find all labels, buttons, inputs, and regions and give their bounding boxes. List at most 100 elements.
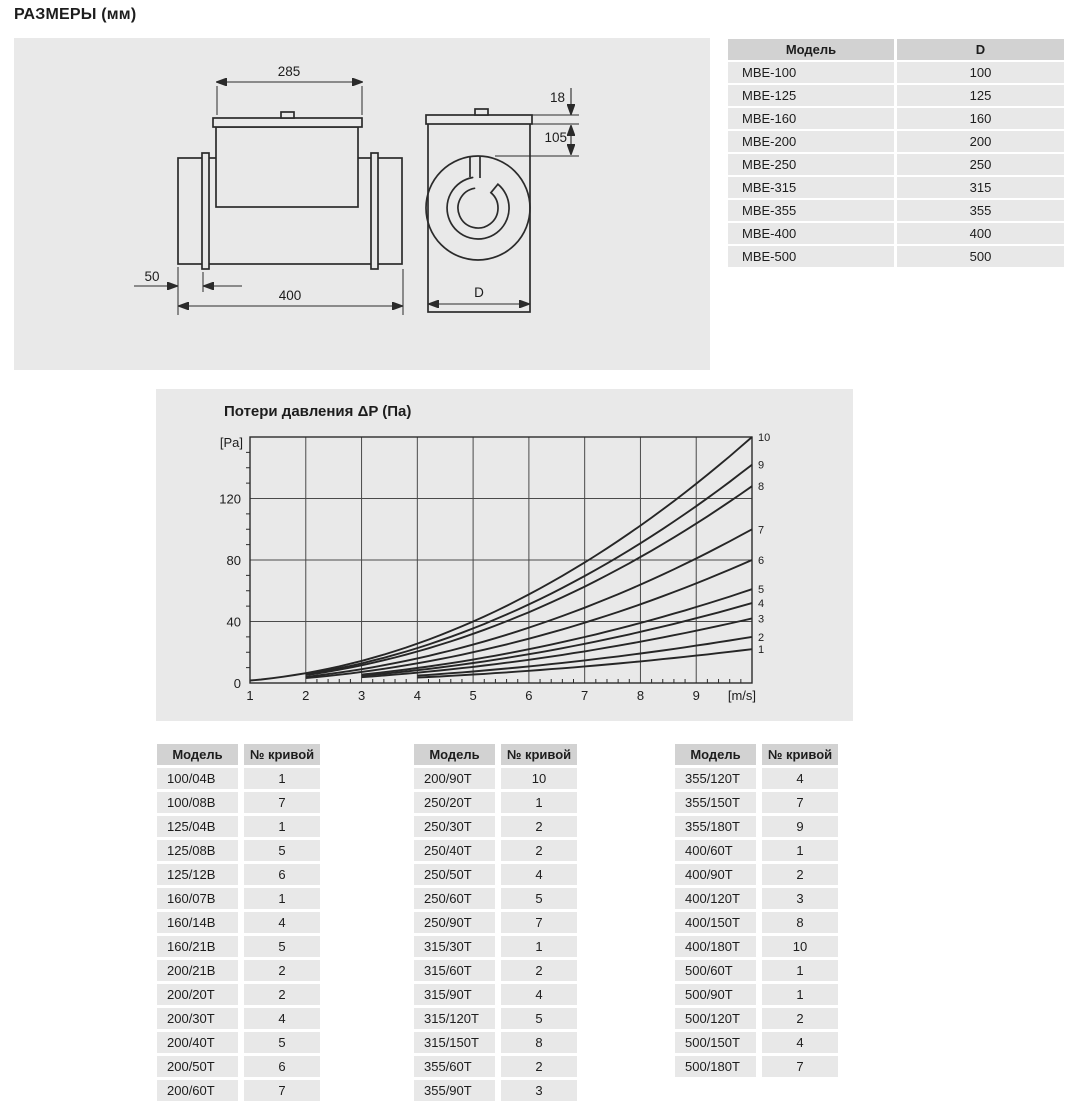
table-row: 100/04B 1 bbox=[157, 768, 320, 789]
model-cell: 355/180T bbox=[675, 816, 756, 837]
table-row: 400/180T 10 bbox=[675, 936, 838, 957]
table-row: 200/50T 6 bbox=[157, 1056, 320, 1077]
value-cell: 400 bbox=[897, 223, 1064, 244]
table-row: 125/12B 6 bbox=[157, 864, 320, 885]
dimension-drawing: 285 50 400 18 105 bbox=[134, 64, 579, 315]
front-body bbox=[427, 122, 531, 313]
curve-3 bbox=[361, 617, 753, 679]
table-row: 315/150T 8 bbox=[414, 1032, 577, 1053]
model-cell: 315/60T bbox=[414, 960, 495, 981]
model-cell: 315/30T bbox=[414, 936, 495, 957]
value-cell: 5 bbox=[244, 936, 320, 957]
heating-element bbox=[446, 176, 510, 240]
table-row: MBE-100 100 bbox=[728, 62, 1064, 83]
table-row: MBE-250 250 bbox=[728, 154, 1064, 175]
value-cell: 6 bbox=[244, 1056, 320, 1077]
model-cell: 200/30T bbox=[157, 1008, 238, 1029]
curve-10 bbox=[249, 436, 753, 682]
value-cell: 1 bbox=[762, 840, 838, 861]
value-cell: 1 bbox=[762, 984, 838, 1005]
table-row: 315/30T 1 bbox=[414, 936, 577, 957]
table-row: 200/90T 10 bbox=[414, 768, 577, 789]
model-cell: 100/08B bbox=[157, 792, 238, 813]
model-cell: 355/150T bbox=[675, 792, 756, 813]
value-cell: 200 bbox=[897, 131, 1064, 152]
x-tick-label: 5 bbox=[469, 688, 476, 703]
value-cell: 2 bbox=[762, 1008, 838, 1029]
dim-50: 50 bbox=[144, 269, 159, 284]
y-tick-label: 0 bbox=[234, 676, 241, 691]
model-cell: 250/40T bbox=[414, 840, 495, 861]
model-cell: MBE-500 bbox=[728, 246, 894, 267]
model-cell: MBE-355 bbox=[728, 200, 894, 221]
table-row: 355/120T 4 bbox=[675, 768, 838, 789]
value-cell: 2 bbox=[501, 840, 577, 861]
table-row: 160/14B 4 bbox=[157, 912, 320, 933]
x-tick-label: 7 bbox=[581, 688, 588, 703]
chart-title: Потери давления ΔP (Па) bbox=[224, 403, 412, 420]
model-cell: 500/90T bbox=[675, 984, 756, 1005]
curve-6 bbox=[305, 559, 753, 680]
value-cell: 7 bbox=[501, 912, 577, 933]
left-flange bbox=[201, 152, 210, 270]
table-row: 315/120T 5 bbox=[414, 1008, 577, 1029]
table-row: 200/30T 4 bbox=[157, 1008, 320, 1029]
value-cell: 7 bbox=[762, 792, 838, 813]
table-row: 200/21B 2 bbox=[157, 960, 320, 981]
x-tick-label: 8 bbox=[637, 688, 644, 703]
chart-panel: Потери давления ΔP (Па) 1 2 3 4 5 6 7 8 9 0 40 80 12… bbox=[156, 389, 853, 721]
curve-table-2: Модель № кривой 200/90T 10 250/20T 1 250/30T 2 2… bbox=[414, 744, 577, 1104]
model-cell: 315/120T bbox=[414, 1008, 495, 1029]
curve-9 bbox=[305, 463, 753, 676]
model-cell: 200/40T bbox=[157, 1032, 238, 1053]
table-row: 355/90T 3 bbox=[414, 1080, 577, 1101]
dim-285: 285 bbox=[278, 64, 301, 79]
value-cell: 7 bbox=[244, 792, 320, 813]
header-cell: № кривой bbox=[762, 744, 838, 765]
model-cell: 400/150T bbox=[675, 912, 756, 933]
header-cell: D bbox=[897, 39, 1064, 60]
curve-label-9: 9 bbox=[758, 460, 764, 472]
dimensions-panel: 285 50 400 18 105 bbox=[14, 38, 710, 370]
model-cell: 250/90T bbox=[414, 912, 495, 933]
x-tick-label: 3 bbox=[358, 688, 365, 703]
table-row: MBE-400 400 bbox=[728, 223, 1064, 244]
value-cell: 2 bbox=[244, 960, 320, 981]
model-cell: 400/120T bbox=[675, 888, 756, 909]
table-row: 250/90T 7 bbox=[414, 912, 577, 933]
value-cell: 7 bbox=[244, 1080, 320, 1101]
y-unit-label: [Pa] bbox=[220, 435, 243, 450]
table-row: 500/150T 4 bbox=[675, 1032, 838, 1053]
value-cell: 4 bbox=[762, 768, 838, 789]
model-cell: 500/180T bbox=[675, 1056, 756, 1077]
table-row: 315/90T 4 bbox=[414, 984, 577, 1005]
model-cell: 200/60T bbox=[157, 1080, 238, 1101]
model-cell: 160/07B bbox=[157, 888, 238, 909]
model-cell: 500/120T bbox=[675, 1008, 756, 1029]
model-cell: 200/21B bbox=[157, 960, 238, 981]
curve-label-5: 5 bbox=[758, 584, 764, 596]
model-cell: 250/20T bbox=[414, 792, 495, 813]
table-row: 500/90T 1 bbox=[675, 984, 838, 1005]
curve-8 bbox=[305, 485, 753, 677]
value-cell: 9 bbox=[762, 816, 838, 837]
header-cell: Модель bbox=[675, 744, 756, 765]
header-cell: Модель bbox=[157, 744, 238, 765]
table-row: MBE-125 125 bbox=[728, 85, 1064, 106]
model-cell: MBE-400 bbox=[728, 223, 894, 244]
table-row: 200/40T 5 bbox=[157, 1032, 320, 1053]
value-cell: 1 bbox=[244, 768, 320, 789]
table-row: MBE-500 500 bbox=[728, 246, 1064, 267]
table-header-row: Модель № кривой bbox=[414, 744, 577, 765]
model-cell: 250/60T bbox=[414, 888, 495, 909]
curve-label-1: 1 bbox=[758, 644, 764, 656]
curve-label-2: 2 bbox=[758, 632, 764, 644]
model-cell: 400/90T bbox=[675, 864, 756, 885]
mbe-model-table: Модель D MBE-100 100 MBE-125 125 MBE-160 160 MBE… bbox=[728, 39, 1064, 269]
table-header-row: Модель № кривой bbox=[157, 744, 320, 765]
model-cell: 355/120T bbox=[675, 768, 756, 789]
lid-handle bbox=[280, 111, 295, 119]
value-cell: 10 bbox=[762, 936, 838, 957]
value-cell: 2 bbox=[501, 816, 577, 837]
